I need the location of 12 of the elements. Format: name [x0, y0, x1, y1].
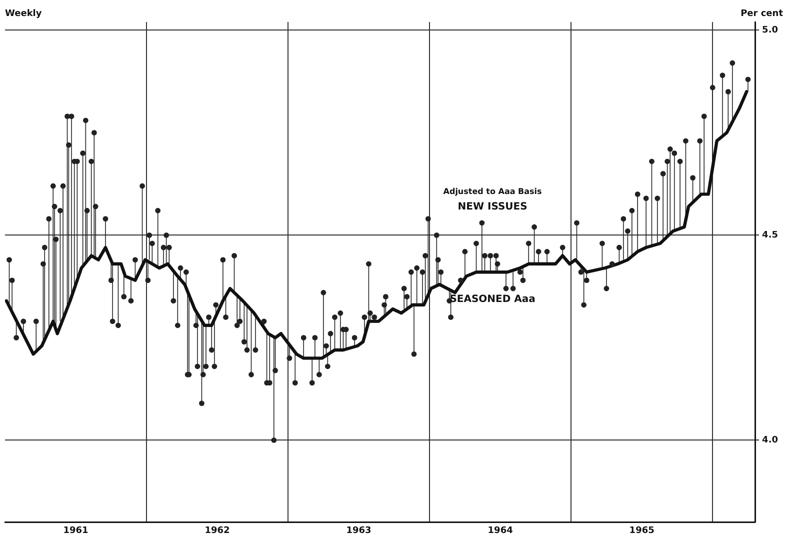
series-label: NEW ISSUES [458, 202, 528, 213]
y-tick-label: 4.0 [762, 436, 778, 446]
x-tick-label: 1963 [346, 526, 372, 536]
y-axis-title: Per cent [740, 8, 784, 19]
x-tick-label: 1964 [488, 526, 513, 536]
x-tick-label: 1961 [63, 526, 88, 536]
y-tick-label: 5.0 [762, 26, 778, 36]
x-tick-label: 1962 [204, 526, 230, 536]
x-tick-label: 1965 [629, 526, 654, 536]
y-tick-label: 4.5 [762, 230, 778, 241]
annotation: Adjusted to Aaa Basis [443, 187, 542, 196]
chart-subtitle: Weekly [5, 8, 42, 19]
